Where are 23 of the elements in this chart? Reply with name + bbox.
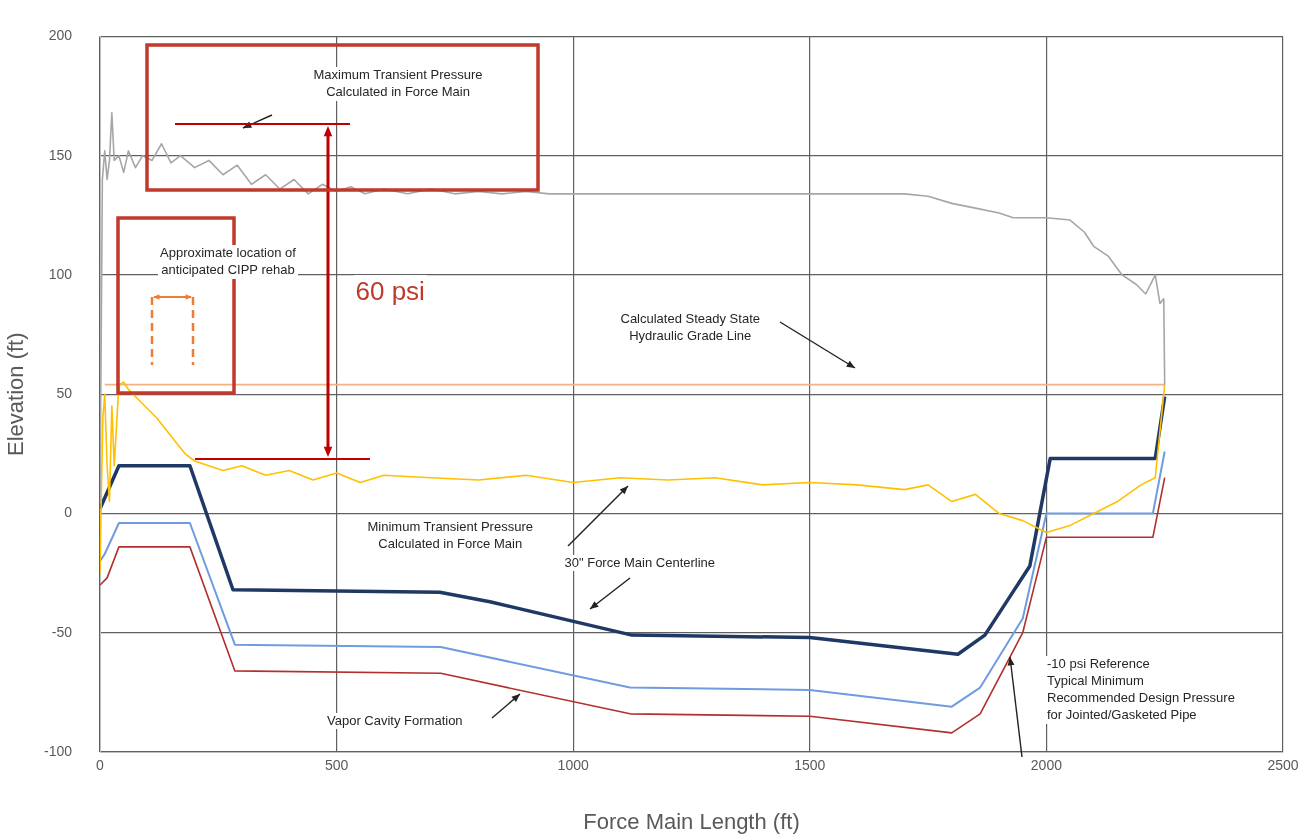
x-tick-label: 500 bbox=[324, 757, 349, 774]
annotation: 30" Force Main Centerline bbox=[562, 554, 718, 572]
y-axis-title: Elevation (ft) bbox=[3, 332, 29, 456]
x-axis-title: Force Main Length (ft) bbox=[583, 808, 800, 834]
x-tick-label: 1000 bbox=[557, 757, 589, 774]
y-tick-label: -50 bbox=[51, 623, 73, 640]
annotation: 60 psi bbox=[353, 275, 427, 309]
x-tick-label: 2500 bbox=[1267, 757, 1299, 774]
y-tick-label: 150 bbox=[48, 146, 73, 163]
y-tick-label: 100 bbox=[48, 265, 73, 282]
annotation: Calculated Steady State Hydraulic Grade Line bbox=[618, 311, 762, 345]
annotation: Approximate location of anticipated CIPP rehab bbox=[158, 245, 298, 279]
x-tick-label: 2000 bbox=[1030, 757, 1063, 774]
y-tick-label: 0 bbox=[64, 504, 73, 521]
annotation: -10 psi Reference Typical Minimum Recommended Design Pressure for Jointed/Gasketed Pipe bbox=[1045, 656, 1237, 724]
x-tick-label: 1500 bbox=[794, 757, 826, 774]
y-tick-label: -100 bbox=[43, 742, 73, 759]
y-tick-label: 200 bbox=[48, 27, 73, 44]
annotation: Minimum Transient Pressure Calculated in Force Main bbox=[365, 519, 535, 553]
annotation: Maximum Transient Pressure Calculated in Force Main bbox=[311, 67, 485, 101]
y-tick-label: 50 bbox=[56, 385, 73, 402]
annotation: Vapor Cavity Formation bbox=[325, 712, 465, 730]
x-tick-label: 0 bbox=[96, 757, 105, 774]
